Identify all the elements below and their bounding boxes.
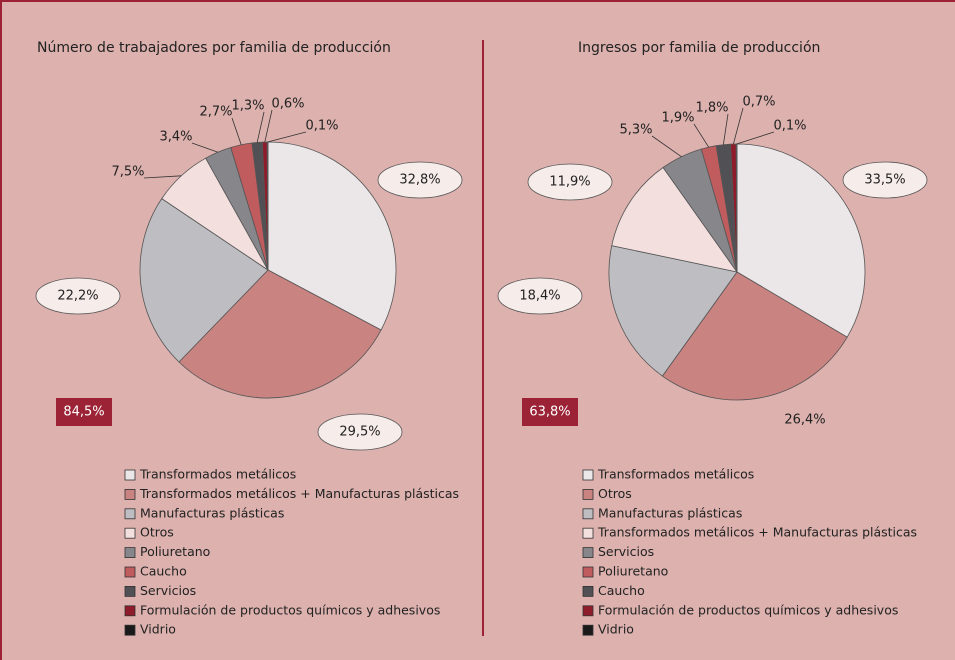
leader-line <box>693 123 710 148</box>
legend-swatch <box>582 605 594 617</box>
annotation-box <box>56 398 112 426</box>
legend-swatch <box>124 605 136 617</box>
annotation: 63,8% <box>529 405 570 420</box>
legend-label: Servicios <box>140 583 196 598</box>
data-label: 2,7% <box>199 105 232 120</box>
label-bubble <box>842 161 928 199</box>
annotation-box <box>522 398 578 426</box>
legend-label: Vidrio <box>140 622 176 637</box>
leader-line <box>143 175 182 179</box>
data-label: 1,8% <box>695 101 728 116</box>
data-label: 29,5% <box>339 425 380 440</box>
legend-swatch <box>124 566 136 578</box>
data-label: 33,5% <box>864 173 905 188</box>
pie-slice <box>608 245 738 377</box>
legend-swatch <box>582 547 594 558</box>
legend-swatch <box>124 527 136 539</box>
data-label: 5,3% <box>619 123 652 138</box>
legend-swatch <box>124 624 136 636</box>
label-bubble <box>377 161 463 199</box>
pie-slice <box>267 141 397 331</box>
label-bubble <box>35 277 121 315</box>
chart-title: Número de trabajadores por familia de pr… <box>37 40 391 56</box>
legend-label: Formulación de productos químicos y adhe… <box>598 602 898 617</box>
data-label: 18,4% <box>519 289 560 304</box>
label-bubble <box>497 277 583 315</box>
legend-label: Transformados metálicos <box>597 467 754 482</box>
label-bubble <box>527 163 613 201</box>
data-label: 11,9% <box>549 175 590 190</box>
legend-swatch <box>582 469 594 481</box>
data-label: 0,6% <box>271 97 304 112</box>
data-label: 26,4% <box>784 413 825 428</box>
legend-label: Poliuretano <box>140 544 210 559</box>
legend-label: Caucho <box>140 564 187 579</box>
legend-label: Poliuretano <box>598 564 668 579</box>
data-label: 0,7% <box>742 95 775 110</box>
legend-swatch <box>582 527 594 539</box>
leader-line <box>736 131 775 145</box>
data-label: 3,4% <box>159 130 192 145</box>
leader-line <box>191 142 219 153</box>
data-label: 0,1% <box>305 119 338 134</box>
legend-label: Formulación de productos químicos y adhe… <box>140 602 440 617</box>
legend-label: Manufacturas plásticas <box>140 505 284 520</box>
legend-label: Vidrio <box>598 622 634 637</box>
legend-label: Otros <box>140 525 174 540</box>
label-bubble <box>317 413 403 451</box>
data-label: 0,1% <box>773 119 806 134</box>
legend-swatch <box>582 566 594 578</box>
leader-line <box>732 107 744 145</box>
pie-slice <box>736 143 866 338</box>
legend-swatch <box>124 586 136 597</box>
legend-swatch <box>124 547 136 558</box>
legend-label: Manufacturas plásticas <box>598 505 742 520</box>
legend-swatch <box>124 488 136 500</box>
legend-label: Otros <box>598 486 632 501</box>
annotation: 84,5% <box>63 405 104 420</box>
leader-line <box>264 109 273 143</box>
pie-slice <box>661 271 848 401</box>
leader-line <box>256 111 265 143</box>
legend-label: Transformados metálicos + Manufacturas p… <box>139 486 459 501</box>
legend-swatch <box>582 624 594 636</box>
chart-title: Ingresos por familia de producción <box>578 40 820 56</box>
legend-label: Caucho <box>598 583 645 598</box>
legend-label: Transformados metálicos <box>139 467 296 482</box>
data-label: 1,9% <box>661 111 694 126</box>
data-label: 1,3% <box>231 99 264 114</box>
pie-slice <box>139 198 269 363</box>
legend-swatch <box>582 508 594 520</box>
pie-slice <box>611 166 738 273</box>
legend-swatch <box>124 469 136 481</box>
legend-label: Transformados metálicos + Manufacturas p… <box>597 525 917 540</box>
leader-line <box>267 131 307 143</box>
data-label: 7,5% <box>111 165 144 180</box>
legend-swatch <box>124 508 136 520</box>
pie-slice <box>178 269 382 399</box>
legend-label: Servicios <box>598 544 654 559</box>
leader-line <box>231 117 242 145</box>
legend-swatch <box>582 586 594 597</box>
leader-line <box>651 135 682 158</box>
legend-swatch <box>582 488 594 500</box>
leader-line <box>722 113 729 145</box>
data-label: 22,2% <box>57 289 98 304</box>
data-label: 32,8% <box>399 173 440 188</box>
